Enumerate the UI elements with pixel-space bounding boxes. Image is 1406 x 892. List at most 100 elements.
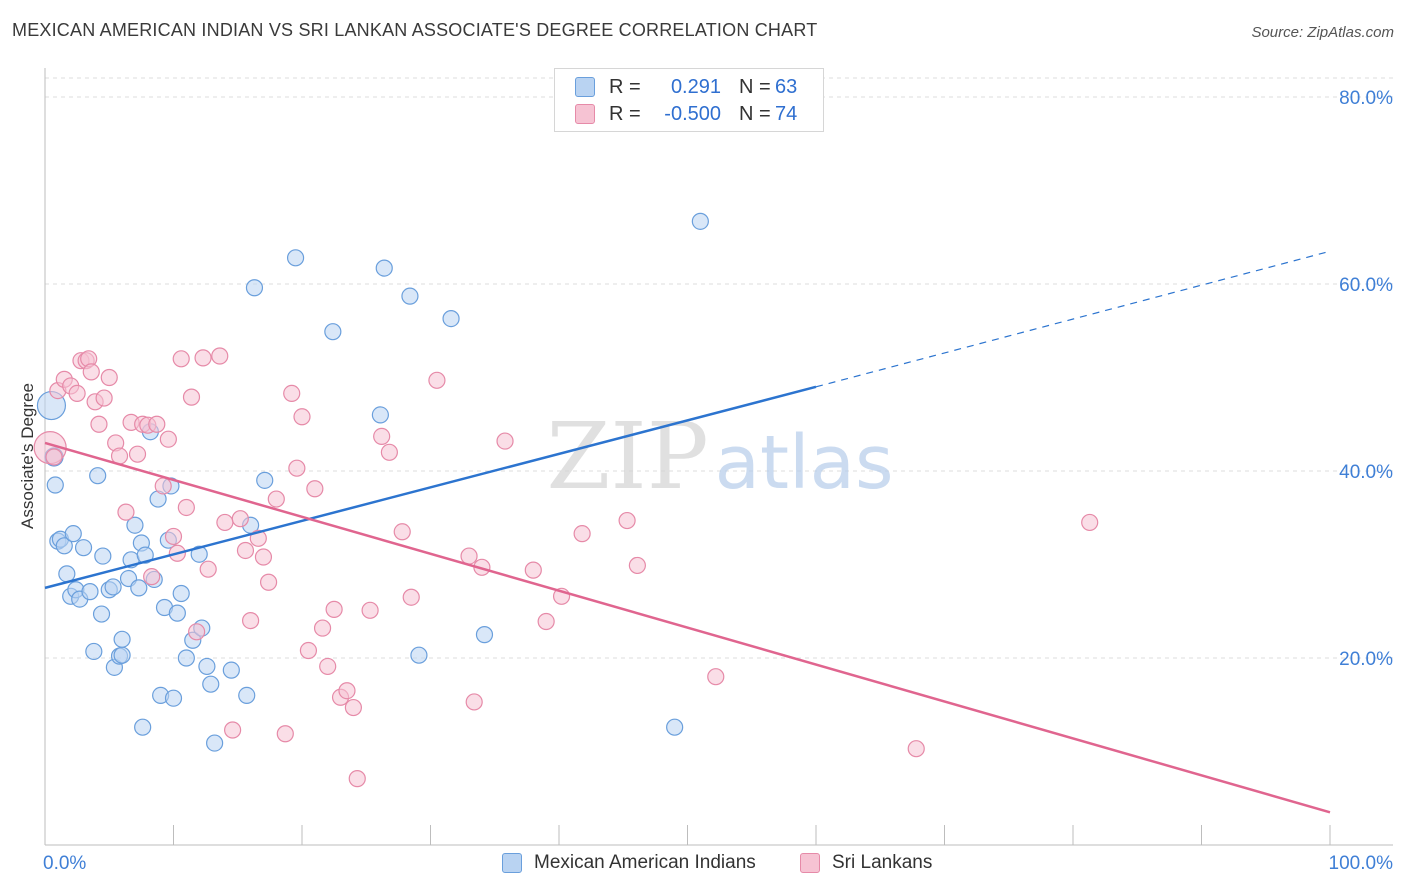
data-point-mexican-american-indians (172, 584, 190, 603)
pink-swatch-icon (800, 853, 820, 873)
source-label: Source: ZipAtlas.com (1251, 24, 1394, 41)
x-tick-label: 100.0% (1329, 853, 1394, 874)
y-tick-label: 40.0% (1339, 462, 1393, 483)
data-point-sri-lankans (1081, 513, 1099, 532)
legend-row-blue: R = 0.291 N = 63 (575, 75, 797, 99)
data-point-mexican-american-indians (245, 279, 264, 297)
data-point-mexican-american-indians (64, 525, 82, 543)
data-point-sri-lankans (45, 448, 63, 466)
r-label: R = (609, 75, 641, 98)
data-point-mexican-american-indians (134, 718, 152, 736)
tick-labels: 20.0% 40.0% 60.0% 80.0% 0.0% 100.0% (43, 88, 1393, 874)
data-point-sri-lankans (100, 368, 118, 387)
x-tick-label: 0.0% (43, 853, 86, 874)
data-point-mexican-american-indians (126, 516, 144, 534)
y-tick-label: 20.0% (1339, 649, 1393, 670)
n-value: 74 (775, 102, 798, 125)
data-point-sri-lankans (95, 389, 113, 407)
data-point-mexican-american-indians (104, 578, 122, 596)
data-point-mexican-american-indians (666, 718, 684, 736)
data-point-sri-lankans (68, 384, 86, 402)
data-point-mexican-american-indians (85, 642, 103, 661)
data-point-mexican-american-indians (371, 406, 389, 424)
data-point-sri-lankans (188, 623, 206, 641)
y-tick-label: 80.0% (1339, 88, 1393, 109)
data-point-sri-lankans (361, 601, 379, 619)
data-point-mexican-american-indians (92, 605, 111, 623)
data-point-mexican-american-indians (475, 626, 494, 644)
data-point-mexican-american-indians (81, 583, 99, 601)
data-point-sri-lankans (348, 770, 366, 788)
series-sri-lankans (33, 347, 1099, 788)
n-value: 63 (775, 75, 798, 98)
data-point-sri-lankans (618, 511, 636, 530)
blue-swatch-icon (575, 77, 595, 97)
data-point-sri-lankans (907, 740, 925, 758)
data-point-sri-lankans (267, 490, 285, 508)
data-point-mexican-american-indians (206, 734, 224, 752)
data-point-mexican-american-indians (113, 646, 131, 664)
data-point-sri-lankans (460, 547, 478, 565)
data-point-sri-lankans (242, 611, 260, 630)
legend-label: Mexican American Indians (534, 852, 756, 873)
data-point-sri-lankans (402, 588, 420, 606)
data-point-sri-lankans (628, 556, 646, 575)
data-point-sri-lankans (254, 548, 273, 566)
r-value: -0.500 (664, 102, 721, 125)
data-point-mexican-american-indians (442, 309, 460, 328)
trend-line-sri-lankans (44, 441, 1331, 814)
data-point-mexican-american-indians (691, 212, 709, 230)
data-point-mexican-american-indians (55, 537, 73, 555)
blue-swatch-icon (502, 853, 522, 873)
data-point-sri-lankans (496, 432, 514, 450)
data-point-sri-lankans (172, 350, 190, 368)
data-point-sri-lankans (524, 561, 542, 579)
data-point-sri-lankans (276, 725, 294, 743)
n-label: N = (739, 102, 771, 125)
data-point-sri-lankans (164, 527, 183, 546)
data-point-mexican-american-indians (136, 546, 154, 564)
data-point-sri-lankans (82, 363, 100, 381)
data-point-mexican-american-indians (168, 604, 186, 622)
data-point-sri-lankans (216, 513, 234, 532)
data-point-mexican-american-indians (94, 547, 112, 565)
data-point-sri-lankans (182, 388, 201, 406)
data-point-sri-lankans (90, 415, 108, 433)
data-point-sri-lankans (465, 693, 483, 711)
data-point-sri-lankans (194, 349, 212, 367)
data-point-mexican-american-indians (177, 649, 195, 667)
data-point-mexican-american-indians (375, 259, 393, 277)
data-point-mexican-american-indians (286, 249, 305, 267)
data-point-sri-lankans (299, 641, 318, 660)
data-point-sri-lankans (259, 573, 278, 591)
trend-line-extension-mexican-american-indians (815, 250, 1331, 388)
data-point-sri-lankans (143, 568, 161, 586)
trend-lines (44, 250, 1331, 814)
data-point-sri-lankans (236, 541, 255, 560)
data-point-sri-lankans (707, 668, 725, 686)
data-point-sri-lankans (148, 415, 166, 433)
data-point-sri-lankans (211, 347, 229, 365)
n-label: N = (739, 75, 771, 98)
data-point-mexican-american-indians (164, 689, 183, 707)
data-point-mexican-american-indians (74, 539, 93, 557)
correlation-legend: R = 0.291 N = 63 R = -0.500 N = 74 (554, 68, 824, 132)
data-point-mexican-american-indians (256, 471, 274, 489)
chart-title: MEXICAN AMERICAN INDIAN VS SRI LANKAN AS… (12, 20, 818, 40)
y-tick-label: 60.0% (1339, 275, 1393, 296)
data-point-sri-lankans (117, 503, 135, 521)
trend-line-mexican-american-indians (44, 385, 817, 590)
legend-label: Sri Lankans (832, 852, 933, 873)
data-point-mexican-american-indians (198, 657, 216, 676)
data-point-sri-lankans (393, 523, 411, 541)
data-point-sri-lankans (224, 721, 242, 739)
data-point-sri-lankans (306, 480, 324, 498)
data-point-mexican-american-indians (410, 646, 428, 664)
data-point-mexican-american-indians (113, 630, 131, 648)
data-point-mexican-american-indians (401, 287, 419, 305)
legend-item-sri-lankans: Sri Lankans (800, 852, 932, 874)
data-point-sri-lankans (380, 443, 398, 461)
data-point-sri-lankans (573, 525, 591, 543)
data-point-sri-lankans (154, 477, 172, 495)
